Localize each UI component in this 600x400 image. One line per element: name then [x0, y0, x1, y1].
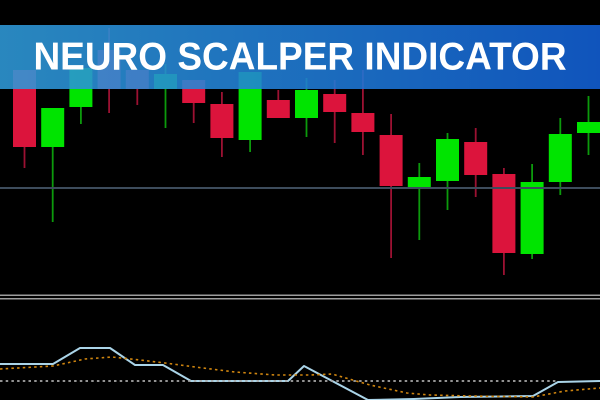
candle-body	[492, 174, 516, 253]
candle-body	[266, 100, 290, 118]
candle-body	[407, 177, 431, 187]
candle-body	[577, 122, 600, 133]
candle-body	[436, 139, 459, 181]
candle-body	[323, 94, 347, 112]
candle-body	[520, 182, 544, 254]
candle-body	[41, 108, 65, 147]
signal-line	[0, 356, 600, 398]
candle-body	[210, 104, 234, 138]
candle-body	[379, 135, 403, 186]
candle-body	[548, 134, 572, 182]
candle-body	[13, 70, 36, 147]
candle-body	[351, 113, 375, 132]
title-banner: NEURO SCALPER INDICATOR	[0, 25, 600, 89]
candle-body	[295, 90, 318, 118]
candle-body	[238, 72, 262, 140]
candle-body	[464, 142, 488, 175]
banner-title: NEURO SCALPER INDICATOR	[33, 35, 567, 78]
